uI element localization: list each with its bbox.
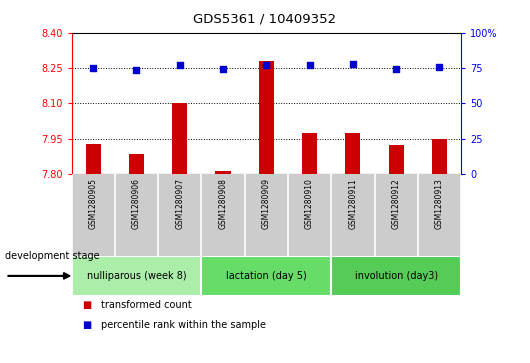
Text: GSM1280911: GSM1280911 (348, 178, 357, 229)
Bar (432, 139, 447, 174)
Text: GSM1280909: GSM1280909 (262, 178, 271, 229)
Text: GSM1280913: GSM1280913 (435, 178, 444, 229)
Bar (72, 256, 201, 296)
Point (349, 61, 357, 67)
Bar (172, 103, 187, 174)
Bar (216, 171, 231, 174)
Text: ■: ■ (82, 320, 91, 330)
Point (305, 62, 314, 68)
Bar (201, 256, 331, 296)
Text: percentile rank within the sample: percentile rank within the sample (101, 320, 266, 330)
Point (435, 65, 444, 70)
Text: transformed count: transformed count (101, 300, 191, 310)
Bar (346, 133, 360, 174)
Text: lactation (day 5): lactation (day 5) (226, 271, 307, 281)
Text: development stage: development stage (5, 251, 100, 261)
Text: ■: ■ (82, 300, 91, 310)
Text: nulliparous (week 8): nulliparous (week 8) (87, 271, 186, 281)
Point (89, 65, 98, 71)
Point (175, 62, 184, 68)
Text: GSM1280910: GSM1280910 (305, 178, 314, 229)
Bar (86, 144, 101, 174)
Point (219, 66, 227, 72)
Point (132, 67, 141, 73)
Text: GSM1280912: GSM1280912 (392, 178, 401, 229)
Text: GSM1280905: GSM1280905 (89, 178, 98, 229)
Text: GSM1280906: GSM1280906 (132, 178, 141, 229)
Bar (129, 154, 144, 174)
Point (392, 66, 401, 72)
Text: GSM1280907: GSM1280907 (175, 178, 184, 229)
Text: GDS5361 / 10409352: GDS5361 / 10409352 (193, 13, 337, 26)
Bar (388, 145, 404, 174)
Text: GSM1280908: GSM1280908 (218, 178, 227, 229)
Bar (331, 256, 461, 296)
Text: involution (day3): involution (day3) (355, 271, 438, 281)
Point (262, 62, 270, 68)
Bar (259, 61, 274, 174)
Bar (302, 133, 317, 174)
